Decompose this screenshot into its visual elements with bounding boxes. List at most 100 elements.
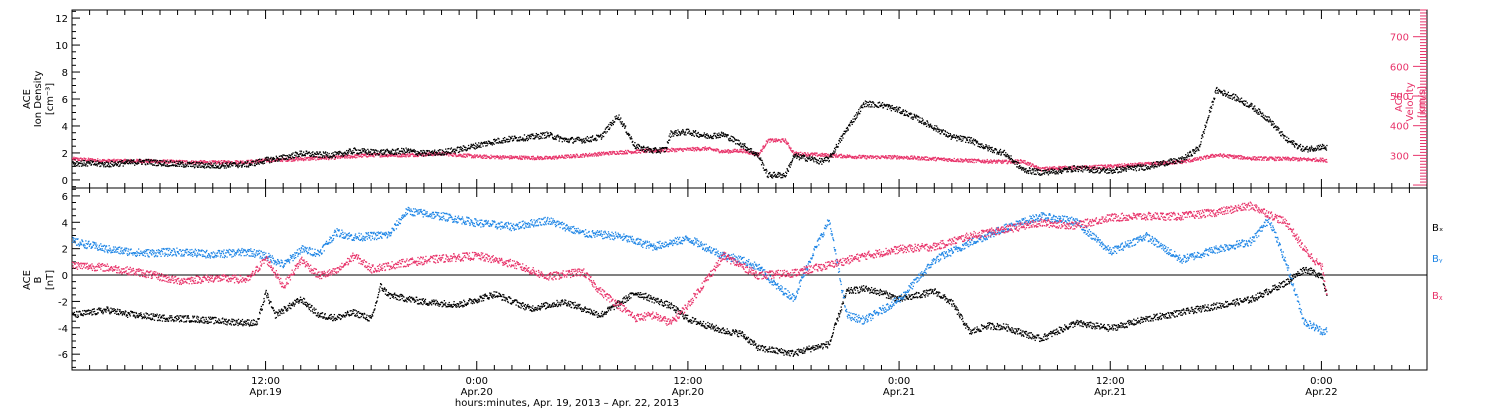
velocity-point (343, 156, 346, 158)
density-point (594, 138, 596, 141)
density-point (686, 128, 688, 130)
density-point (172, 163, 174, 166)
velocity-point (932, 156, 934, 159)
velocity-point (169, 159, 171, 161)
density-point (921, 120, 924, 122)
velocity-point (1020, 159, 1022, 161)
velocity-point (339, 157, 342, 159)
velocity-point (814, 152, 816, 154)
velocity-point (434, 153, 436, 155)
velocity-point (717, 149, 720, 151)
velocity-point (296, 158, 298, 161)
velocity-point (586, 155, 589, 157)
velocity-point (766, 140, 768, 142)
velocity-point (1202, 158, 1204, 160)
density-point (958, 137, 961, 139)
velocity-point (926, 156, 929, 158)
velocity-point (236, 163, 238, 165)
velocity-point (862, 155, 864, 158)
velocity-point (617, 151, 619, 153)
velocity-point (1207, 155, 1209, 157)
velocity-point (632, 151, 634, 153)
velocity-point (363, 154, 365, 157)
velocity-point (1049, 166, 1051, 168)
density-point (762, 167, 764, 169)
velocity-point (668, 150, 670, 153)
velocity-point (871, 155, 874, 158)
velocity-point (1292, 159, 1295, 162)
density-point (887, 104, 889, 106)
velocity-point (765, 143, 767, 145)
velocity-point (321, 158, 323, 160)
density-point (584, 142, 586, 144)
density-point (414, 150, 417, 152)
density-point (755, 153, 757, 155)
velocity-point (1024, 162, 1027, 164)
velocity-point (369, 155, 372, 157)
density-point (390, 153, 392, 155)
velocity-point (146, 160, 148, 162)
density-point (863, 102, 865, 104)
density-point (139, 158, 141, 161)
velocity-point (782, 138, 784, 140)
density-point (728, 140, 731, 142)
velocity-point (957, 159, 959, 161)
velocity-point (672, 148, 675, 150)
velocity-point (408, 156, 410, 158)
velocity-point (314, 156, 317, 159)
density-point (78, 165, 80, 167)
velocity-point (1227, 156, 1229, 158)
velocity-point (217, 161, 219, 164)
velocity-point (231, 161, 233, 163)
density-point (948, 135, 950, 137)
density-point (394, 152, 396, 154)
velocity-point (1243, 157, 1245, 159)
velocity-point (914, 155, 916, 158)
density-point (271, 159, 273, 162)
velocity-point (320, 156, 322, 159)
density-point (266, 158, 268, 160)
velocity-point (903, 155, 905, 158)
velocity-point (861, 156, 863, 159)
velocity-point (1055, 168, 1057, 170)
density-point (115, 162, 117, 165)
velocity-point (85, 157, 87, 160)
velocity-point (402, 153, 404, 155)
density-point (733, 137, 735, 139)
velocity-point (448, 155, 450, 157)
density-point (601, 135, 603, 137)
density-point (692, 134, 694, 136)
velocity-point (757, 155, 760, 157)
velocity-point (555, 156, 558, 158)
velocity-point (1048, 169, 1050, 171)
velocity-point (107, 158, 109, 161)
density-point (297, 154, 299, 156)
velocity-point (598, 152, 600, 155)
density-point (467, 144, 470, 147)
velocity-point (588, 153, 590, 156)
density-point (445, 153, 447, 156)
velocity-point (971, 161, 973, 164)
density-point (839, 141, 841, 143)
density-point (164, 165, 167, 167)
density-point (177, 165, 179, 167)
density-point (87, 162, 89, 164)
density-point (145, 164, 147, 166)
density-point (182, 163, 184, 166)
density-point (523, 138, 525, 140)
density-point (868, 106, 870, 108)
velocity-point (1199, 157, 1201, 159)
velocity-point (667, 148, 669, 150)
velocity-point (1141, 163, 1143, 165)
density-point (490, 142, 492, 144)
density-point (888, 105, 891, 107)
velocity-point (770, 140, 772, 142)
velocity-point (402, 155, 405, 157)
density-point (730, 135, 732, 137)
density-point (647, 146, 649, 148)
density-point (380, 149, 383, 151)
density-point (774, 174, 776, 177)
density-point (561, 137, 563, 140)
velocity-point (632, 152, 635, 154)
